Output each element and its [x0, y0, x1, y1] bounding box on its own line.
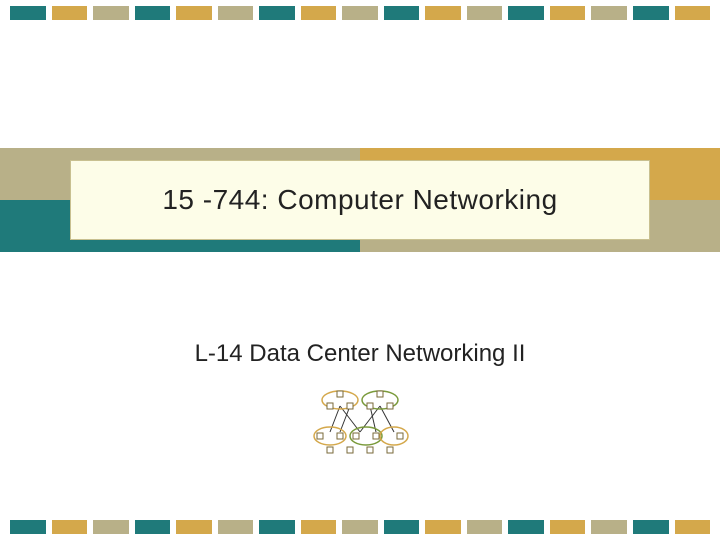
page-title: 15 -744: Computer Networking — [162, 184, 557, 216]
stripe-segment — [467, 6, 503, 20]
title-box: 15 -744: Computer Networking — [70, 160, 650, 240]
stripe-segment — [93, 520, 129, 534]
stripe-segment — [467, 520, 503, 534]
stripe-segment — [384, 6, 420, 20]
stripe-segment — [259, 6, 295, 20]
stripe-segment — [508, 520, 544, 534]
stripe-segment — [633, 6, 669, 20]
network-diagram — [300, 388, 420, 458]
stripe-segment — [301, 6, 337, 20]
stripe-segment — [10, 520, 46, 534]
stripe-segment — [176, 6, 212, 20]
stripe-segment — [342, 6, 378, 20]
stripe-segment — [384, 520, 420, 534]
stripe-segment — [93, 6, 129, 20]
stripe-segment — [508, 6, 544, 20]
stripe-segment — [675, 520, 711, 534]
subtitle: L-14 Data Center Networking II — [0, 340, 720, 368]
stripe-segment — [259, 520, 295, 534]
bottom-stripe-bar — [0, 520, 720, 534]
stripe-segment — [591, 520, 627, 534]
stripe-segment — [425, 6, 461, 20]
stripe-segment — [52, 6, 88, 20]
stripe-segment — [176, 520, 212, 534]
stripe-segment — [218, 6, 254, 20]
stripe-segment — [425, 520, 461, 534]
stripe-segment — [10, 6, 46, 20]
stripe-segment — [52, 520, 88, 534]
top-stripe-bar — [0, 6, 720, 20]
stripe-segment — [218, 520, 254, 534]
stripe-segment — [135, 6, 171, 20]
stripe-segment — [301, 520, 337, 534]
stripe-segment — [342, 520, 378, 534]
stripe-segment — [135, 520, 171, 534]
stripe-segment — [550, 6, 586, 20]
stripe-segment — [591, 6, 627, 20]
stripe-segment — [675, 6, 711, 20]
stripe-segment — [633, 520, 669, 534]
stripe-segment — [550, 520, 586, 534]
